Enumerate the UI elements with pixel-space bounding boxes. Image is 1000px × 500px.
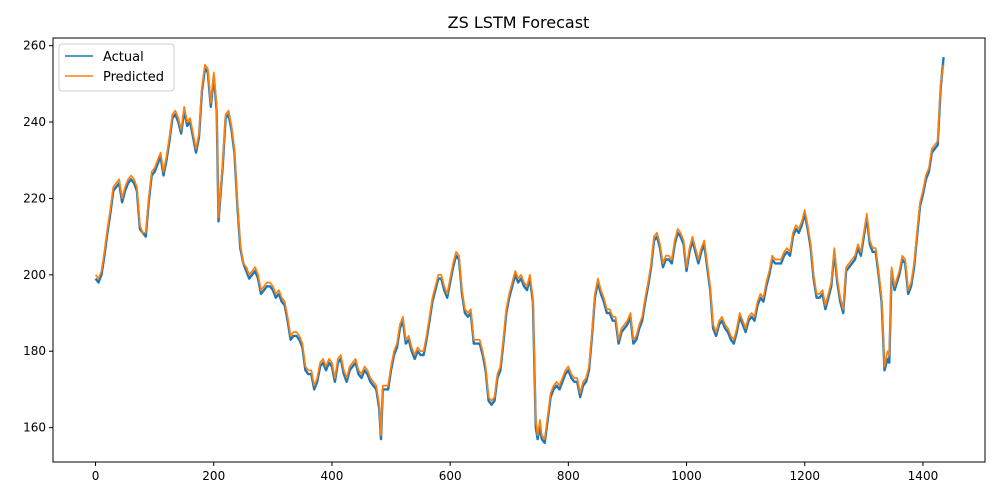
y-tick-label: 200 [23,268,46,282]
x-tick-label: 800 [557,469,580,483]
y-tick-label: 220 [23,191,46,205]
y-axis: 160 180 200 220 240 260 [23,39,53,435]
x-tick-label: 1200 [789,469,820,483]
chart-title: ZS LSTM Forecast [448,13,590,32]
x-tick-label: 200 [202,469,225,483]
legend-label-actual: Actual [103,50,144,65]
x-tick-label: 1400 [908,469,939,483]
plot-area [94,56,945,445]
x-tick-label: 0 [92,469,100,483]
x-tick-label: 600 [439,469,462,483]
x-tick-label: 1000 [671,469,702,483]
legend: Actual Predicted [58,43,175,92]
y-tick-label: 180 [23,344,46,358]
series-line-predicted [94,63,945,440]
x-axis: 0 200 400 600 800 1000 1200 1400 [92,462,938,483]
x-tick-label: 400 [320,469,343,483]
y-tick-label: 260 [23,39,46,53]
y-tick-label: 160 [23,421,46,435]
legend-label-predicted: Predicted [103,70,164,85]
y-tick-label: 240 [23,115,46,129]
axes-frame [52,37,986,463]
